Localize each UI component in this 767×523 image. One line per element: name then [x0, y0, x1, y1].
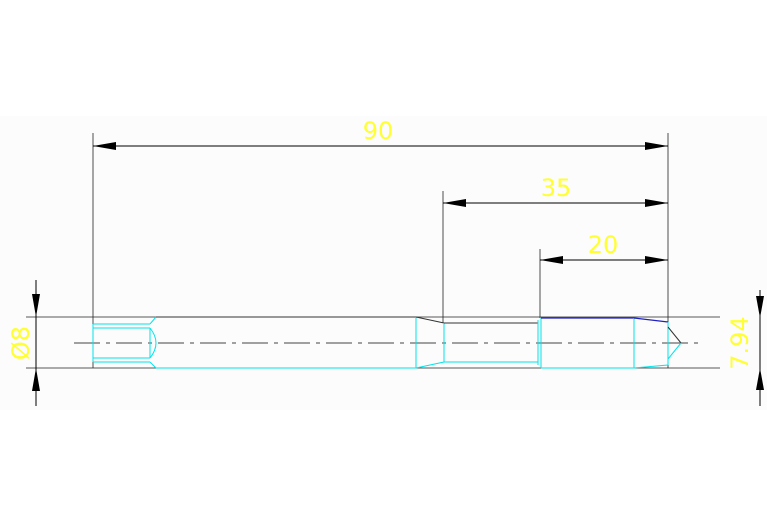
dimension-20: 20 — [540, 231, 668, 264]
drawing-area — [0, 116, 767, 410]
dimension-label-diameter-8: Ø8 — [7, 326, 35, 360]
dimension-label-20: 20 — [588, 231, 619, 259]
dimension-label-35: 35 — [541, 174, 572, 202]
dimension-90: 90 — [93, 117, 668, 150]
dimension-diameter-8: Ø8 — [7, 280, 40, 406]
tap-outline — [92, 316, 682, 369]
dimension-label-7-94: 7.94 — [726, 316, 754, 369]
dimension-35: 35 — [443, 174, 668, 207]
dimension-label-90: 90 — [363, 117, 394, 145]
dimension-7-94: 7.94 — [726, 290, 764, 406]
